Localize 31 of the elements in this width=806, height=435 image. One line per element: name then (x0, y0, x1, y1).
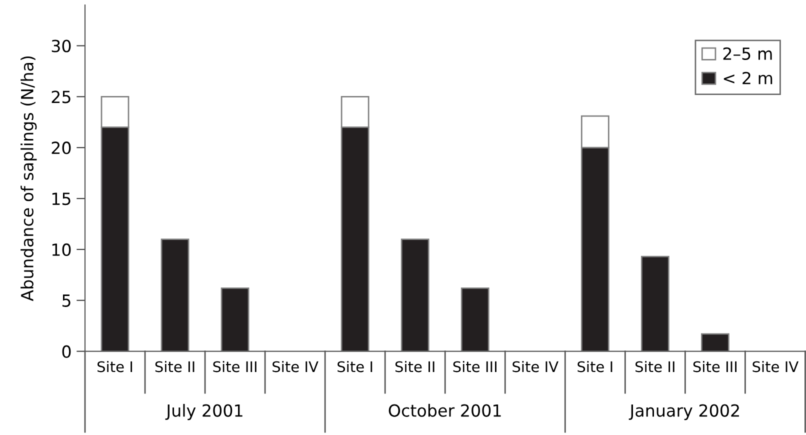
y-axis-title: Abundance of saplings (N/ha) (20, 56, 37, 302)
text: October 2001 (388, 404, 501, 417)
legend-label: 2–5 m (723, 47, 772, 60)
bar (640, 256, 670, 352)
y-tick-label: 30 (52, 40, 71, 52)
x-tick-label: Site IV (512, 360, 558, 372)
y-tick-label: 0 (62, 345, 71, 358)
x-tick-label: Site IV (272, 360, 318, 372)
x-tick-label: Site I (98, 360, 132, 372)
x-tick-label: Site III (453, 360, 496, 372)
x-tick-label: Site II (155, 360, 194, 372)
bar (160, 238, 190, 352)
bar (220, 287, 250, 352)
legend-label: < 2 m (724, 72, 772, 84)
y-tick-label: 10 (52, 243, 71, 256)
text: January 2002 (628, 404, 739, 420)
x-tick-label: Site I (578, 360, 612, 372)
y-tick-label: 25 (52, 90, 70, 104)
y-tick-label: 15 (52, 192, 70, 206)
y-tick-label: 20 (52, 142, 71, 154)
bar (700, 333, 730, 352)
x-tick-label: Site II (395, 360, 434, 372)
x-tick-label: Site III (693, 360, 737, 372)
x-tick-label: Site III (213, 360, 256, 372)
x-tick-label: Site IV (752, 360, 799, 372)
text: July 2001 (165, 404, 242, 420)
bar (460, 287, 490, 352)
y-tick-label: 5 (62, 294, 70, 307)
x-tick-label: Site II (635, 360, 674, 372)
x-tick-label: Site I (338, 360, 372, 372)
bar (400, 238, 430, 352)
